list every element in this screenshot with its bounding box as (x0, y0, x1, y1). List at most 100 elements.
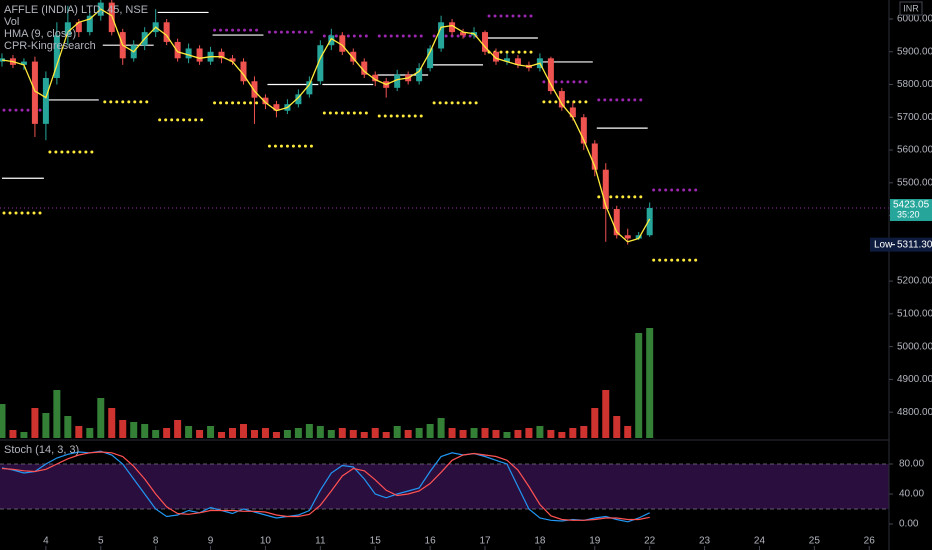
stoch-tick-label: 40.00 (899, 489, 924, 500)
volume-bar (20, 432, 28, 438)
x-tick-label: 17 (479, 536, 491, 547)
volume-bar (448, 428, 456, 438)
y-tick-label: 4800.00 (897, 407, 932, 418)
volume-bar (229, 428, 237, 438)
candle-body (492, 51, 499, 62)
volume-bar (53, 390, 61, 438)
candle-body (514, 58, 521, 65)
candle-body (240, 61, 247, 82)
candle-body (20, 61, 27, 65)
volume-bar (591, 408, 599, 438)
volume-bar (174, 420, 182, 438)
candle-body (569, 107, 576, 118)
volume-bar (316, 426, 324, 438)
volume-bar (218, 432, 226, 438)
hma-line (1, 8, 651, 243)
volume-bar (338, 428, 346, 438)
candle-body (306, 81, 313, 95)
candle-body (482, 32, 489, 52)
x-tick-label: 24 (754, 536, 766, 547)
candle-body (31, 61, 38, 124)
volume-bar (0, 404, 6, 438)
candle-body (317, 45, 324, 82)
candle-body (251, 81, 258, 98)
volume-bar (64, 416, 72, 438)
indicator-label: HMA (9, close) (4, 28, 76, 40)
volume-bar (152, 430, 160, 438)
volume-bar (130, 422, 138, 438)
candle-body (416, 68, 423, 82)
volume-bar (393, 426, 401, 438)
candle-body (591, 143, 598, 170)
candle-body (42, 77, 49, 124)
volume-bar (481, 428, 489, 438)
candle-body (460, 32, 467, 36)
candle-body (372, 74, 379, 82)
volume-bar (75, 426, 83, 438)
candle-body (558, 91, 565, 108)
candle-body (218, 51, 225, 59)
volume-bar (503, 432, 511, 438)
volume-bar (558, 432, 566, 438)
y-tick-label: 5200.00 (897, 276, 932, 287)
volume-bar (404, 430, 412, 438)
candle-body (339, 35, 346, 52)
volume-bar (207, 426, 215, 438)
candle-body (427, 48, 434, 69)
last-price-box (890, 199, 932, 222)
low-box (870, 237, 932, 252)
volume-bar (239, 424, 247, 438)
volume-bar (580, 426, 588, 438)
x-tick-label: 10 (260, 536, 272, 547)
volume-bar (525, 428, 533, 438)
x-tick-label: 4 (43, 536, 49, 547)
stoch-line (1, 451, 650, 521)
currency-box (899, 1, 923, 16)
volume-bar (327, 430, 335, 438)
candle-body (196, 48, 203, 62)
y-tick-label: 4900.00 (897, 374, 932, 385)
volume-bar (602, 390, 610, 438)
candle-body (328, 35, 335, 46)
volume-bar (86, 428, 94, 438)
candle-body (53, 35, 60, 78)
candle-body (174, 41, 181, 59)
volume-bar (31, 408, 39, 438)
stoch-tick-label: 0.00 (899, 519, 919, 530)
candle-body (613, 209, 620, 236)
currency: INR (903, 3, 919, 13)
volume-bar (108, 408, 116, 438)
volume-bar (97, 398, 105, 438)
candle-body (602, 169, 609, 210)
volume-bar (141, 424, 149, 438)
candle-body (262, 97, 269, 105)
y-tick-label: 5600.00 (897, 145, 932, 156)
volume-bar (360, 432, 368, 438)
stoch-line (1, 450, 650, 523)
volume-bar (624, 426, 632, 438)
candle-body (646, 208, 653, 236)
candle-body (350, 51, 357, 62)
candle-body (449, 22, 456, 33)
volume-bar (250, 430, 258, 438)
volume-bar (349, 430, 357, 438)
volume-bar (163, 428, 171, 438)
candle-body (75, 22, 82, 33)
x-tick-label: 26 (864, 536, 876, 547)
y-tick-label: 5700.00 (897, 112, 932, 123)
volume-bar (42, 413, 50, 438)
stoch-title: Stoch (14, 3, 3) (4, 444, 79, 456)
candle-body (394, 74, 401, 88)
candle-body (361, 61, 368, 75)
volume-bar (196, 430, 204, 438)
axes: 4800.004900.005000.005100.005200.005300.… (43, 14, 932, 550)
candle-body (185, 48, 192, 59)
candle-body (547, 58, 554, 92)
plot-area (0, 0, 889, 523)
volume-bar (261, 428, 269, 438)
y-tick-label: 5000.00 (897, 341, 932, 352)
low-label: Low (874, 239, 893, 250)
volume-bar (492, 430, 500, 438)
